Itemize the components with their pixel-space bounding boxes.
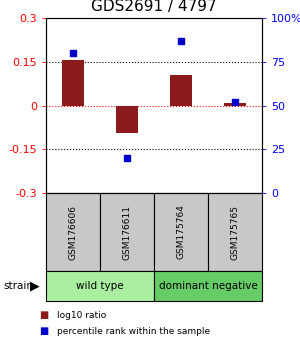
Point: [232, 99, 237, 105]
Text: wild type: wild type: [76, 281, 124, 291]
Text: GSM176606: GSM176606: [68, 205, 77, 259]
Bar: [170, 75, 192, 105]
Bar: [116, 105, 138, 133]
Bar: [224, 103, 246, 105]
Text: dominant negative: dominant negative: [159, 281, 257, 291]
Point: [124, 155, 129, 161]
Title: GDS2691 / 4797: GDS2691 / 4797: [91, 0, 217, 14]
Point: [178, 38, 183, 44]
Bar: [46, 271, 154, 301]
Bar: [62, 60, 84, 105]
Bar: [100, 193, 154, 271]
Text: ▶: ▶: [30, 280, 40, 292]
Text: log10 ratio: log10 ratio: [57, 310, 106, 320]
Bar: [154, 193, 208, 271]
Bar: [208, 193, 262, 271]
Text: GSM176611: GSM176611: [122, 205, 131, 259]
Text: strain: strain: [3, 281, 33, 291]
Bar: [46, 193, 100, 271]
Bar: [154, 271, 262, 301]
Text: ■: ■: [39, 310, 48, 320]
Point: [70, 50, 75, 56]
Text: ■: ■: [39, 326, 48, 336]
Text: GSM175765: GSM175765: [230, 205, 239, 259]
Text: percentile rank within the sample: percentile rank within the sample: [57, 326, 210, 336]
Text: GSM175764: GSM175764: [176, 205, 185, 259]
